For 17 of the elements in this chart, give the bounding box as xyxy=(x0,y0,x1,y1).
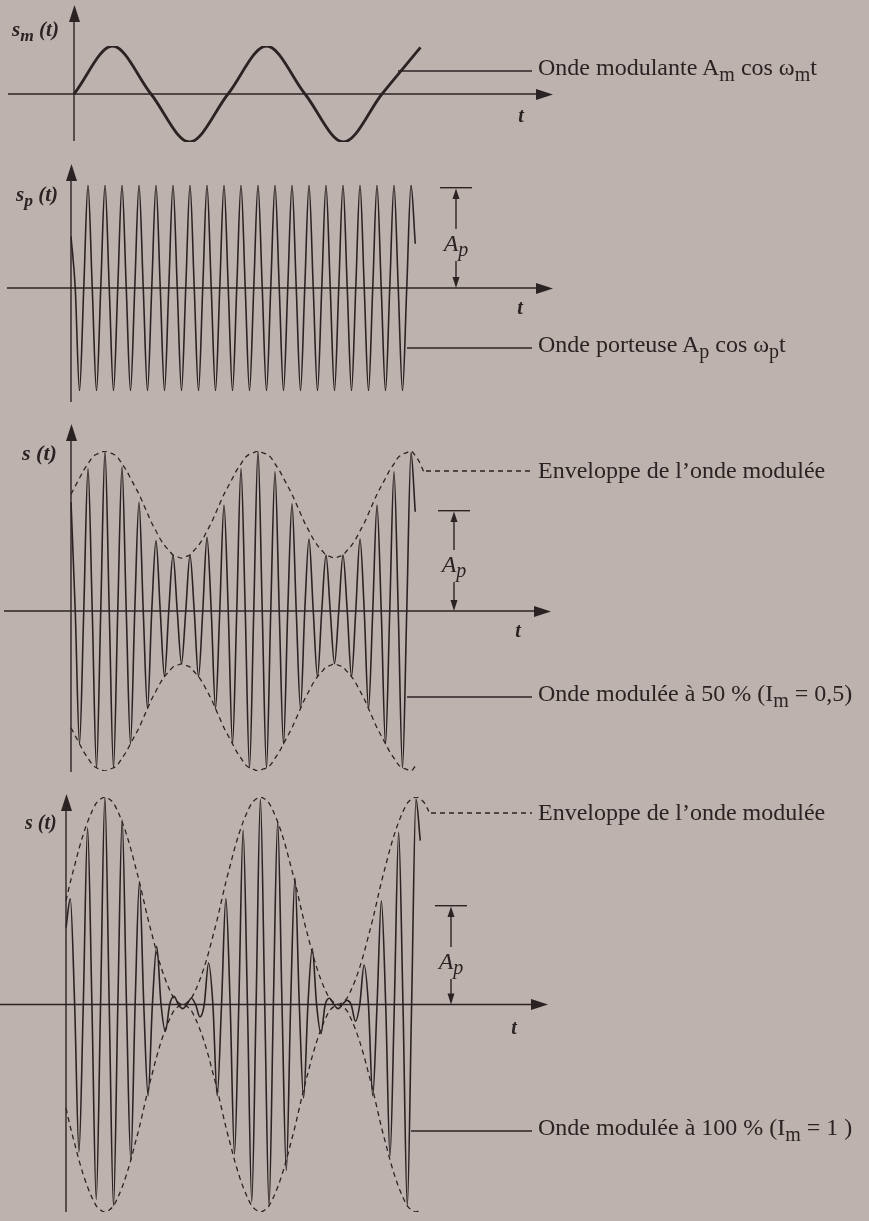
y-axis-title: s$_{m}$ (t) xyxy=(12,17,59,46)
x-axis-title: t xyxy=(518,104,524,126)
legend-label: Enveloppe de l’onde modulée xyxy=(538,456,826,483)
text: A$_{p}$ xyxy=(441,550,467,582)
y-axis-title: s (t) xyxy=(22,440,57,465)
text: Onde modulante A$_{m}$ cos ω$_{m}$t xyxy=(538,54,817,85)
y-axis-title: s$_{p}$ (t) xyxy=(16,182,59,211)
text: Onde modulée à 50 % (I$_{m}$ = 0,5) xyxy=(538,680,853,711)
y-axis-title: s (t) xyxy=(25,811,57,833)
x-axis-title: t xyxy=(517,296,523,318)
x-axis-title: t xyxy=(511,1016,517,1038)
text: Onde modulée à 100 % (I$_{m}$ = 1 ) xyxy=(538,1114,853,1145)
text: A$_{p}$ xyxy=(438,947,464,979)
legend-label: Enveloppe de l’onde modulée xyxy=(538,798,826,825)
text: A$_{p}$ xyxy=(443,229,469,261)
text: Onde porteuse A$_{p}$ cos ω$_{p}$t xyxy=(538,331,786,362)
x-axis-title: t xyxy=(515,619,521,641)
